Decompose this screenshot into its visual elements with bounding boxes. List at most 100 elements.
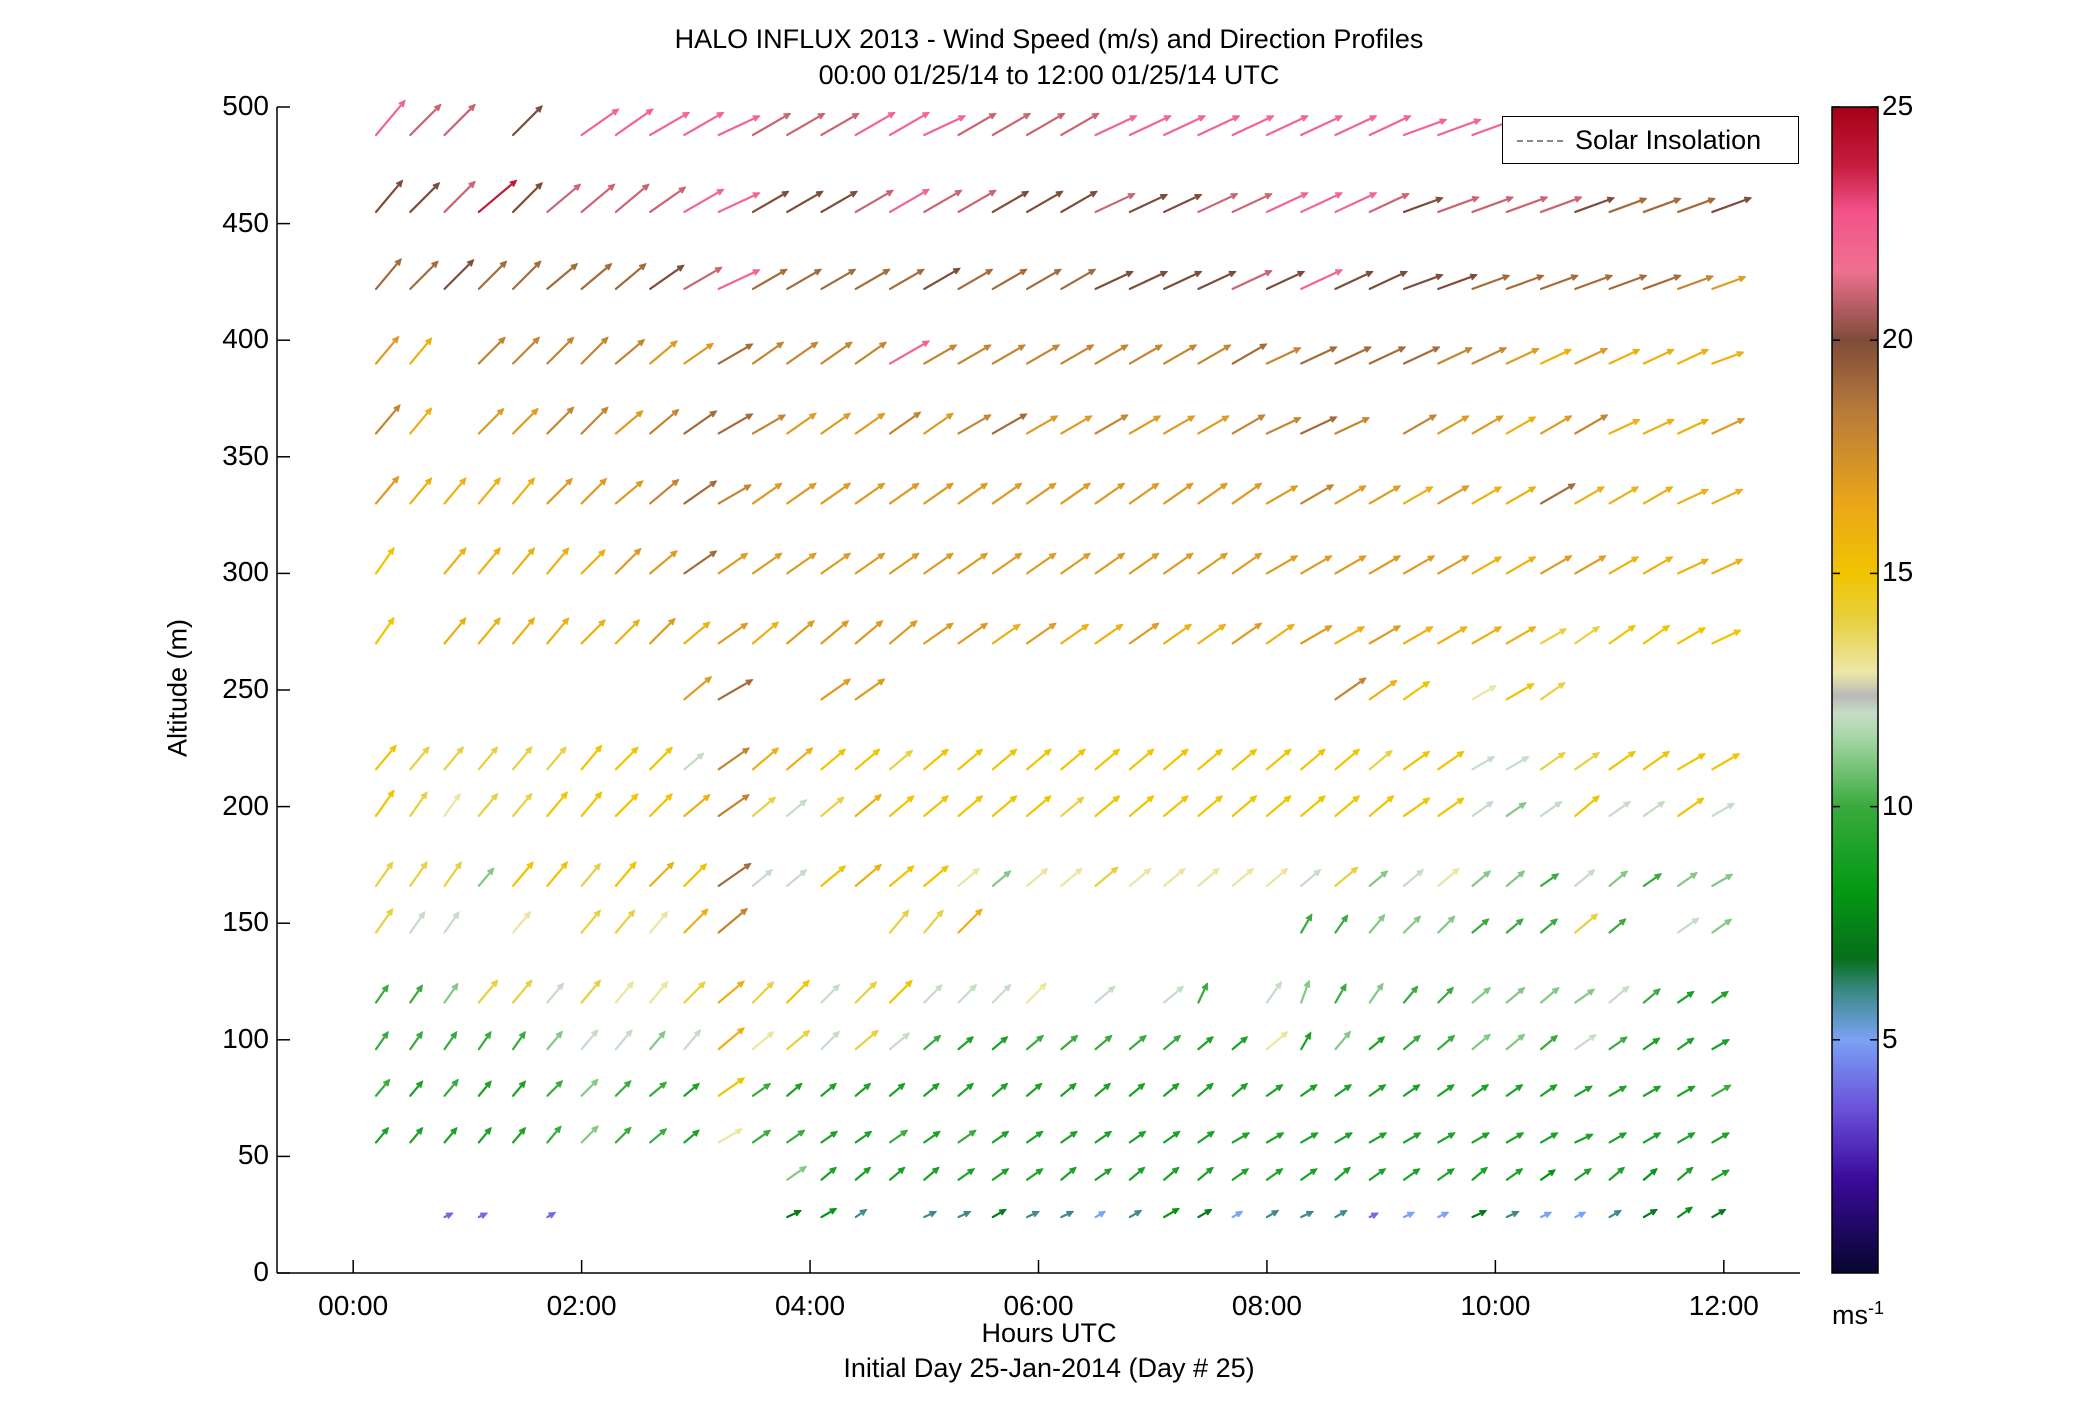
wind-arrow [854, 1029, 879, 1051]
wind-arrow [786, 799, 808, 818]
wind-arrow [409, 984, 424, 1004]
wind-arrow [1163, 748, 1189, 771]
wind-arrow [1197, 482, 1229, 505]
wind-arrow [751, 1030, 775, 1051]
wind-arrow [1402, 414, 1438, 435]
wind-arrow [1060, 623, 1090, 645]
wind-arrow [1677, 871, 1699, 887]
wind-arrow [751, 981, 775, 1004]
wind-arrow [1368, 193, 1410, 214]
wind-arrow [1574, 1133, 1594, 1144]
wind-arrow [1060, 796, 1085, 818]
wind-arrow [1505, 274, 1545, 290]
wind-arrow [511, 1030, 526, 1051]
wind-arrow [1711, 275, 1747, 290]
wind-arrow [443, 617, 467, 645]
wind-arrow [374, 546, 395, 575]
wind-arrow [1231, 1168, 1250, 1181]
wind-arrow [1608, 197, 1648, 214]
wind-arrow [649, 478, 680, 505]
wind-arrow [854, 1166, 872, 1181]
wind-arrow [443, 547, 467, 575]
wind-arrow [1128, 1209, 1143, 1219]
wind-arrow [1574, 1168, 1592, 1181]
wind-arrow [614, 861, 637, 887]
wind-arrow [614, 1080, 632, 1097]
wind-arrow [511, 1080, 527, 1097]
wind-arrow [614, 410, 644, 435]
wind-arrow [1060, 748, 1087, 771]
wind-arrow [580, 744, 603, 771]
wind-arrow [1677, 1206, 1694, 1219]
wind-arrow [751, 1082, 772, 1097]
wind-arrow [580, 336, 609, 365]
wind-arrow [1402, 1034, 1422, 1051]
wind-arrow [957, 1210, 972, 1219]
wind-arrow [1334, 914, 1349, 934]
wind-arrow [1402, 750, 1431, 771]
wind-arrow [1437, 986, 1455, 1004]
y-tick-label: 100 [222, 1022, 269, 1054]
wind-arrow [409, 1126, 424, 1144]
wind-arrow [1197, 795, 1224, 818]
wind-arrow [717, 1077, 746, 1097]
wind-arrow [1163, 482, 1194, 505]
wind-arrow [1539, 751, 1566, 771]
wind-arrow [374, 789, 395, 818]
wind-arrow [923, 1210, 938, 1219]
wind-arrow [820, 482, 852, 505]
colorbar-tick-label: 10 [1882, 789, 1914, 821]
x-tick-label: 02:00 [546, 1290, 617, 1321]
wind-arrow [1505, 195, 1549, 214]
wind-arrow [751, 414, 787, 435]
wind-arrow [1265, 270, 1306, 290]
wind-arrow [409, 1080, 424, 1097]
wind-arrow [477, 260, 508, 290]
wind-arrow [1163, 1034, 1182, 1051]
wind-arrow [1437, 867, 1460, 887]
wind-arrow [1437, 555, 1470, 575]
wind-arrow [991, 1130, 1010, 1144]
wind-arrow [1711, 350, 1745, 365]
wind-arrow [1094, 270, 1134, 290]
wind-arrow [957, 482, 989, 505]
wind-arrow [1163, 1082, 1180, 1097]
wind-arrow [1094, 985, 1116, 1004]
wind-arrow [1539, 918, 1559, 934]
wind-arrow [1128, 193, 1169, 214]
wind-arrow [443, 1212, 454, 1219]
wind-arrow [1677, 197, 1716, 214]
wind-arrow [923, 267, 961, 290]
wind-arrow [649, 550, 678, 575]
wind-arrow [751, 190, 790, 214]
wind-arrow [546, 861, 569, 887]
wind-arrow [443, 477, 467, 505]
wind-arrow [1608, 1085, 1628, 1097]
wind-arrow [1471, 870, 1492, 887]
wind-arrow [1265, 1030, 1289, 1051]
wind-arrow [1368, 346, 1407, 365]
wind-arrow [1300, 192, 1344, 214]
wind-arrow [1505, 870, 1526, 887]
wind-arrow [1505, 1168, 1524, 1181]
wind-arrow [1711, 196, 1753, 214]
wind-arrow [1642, 873, 1663, 887]
wind-arrow [683, 188, 725, 214]
wind-arrow [477, 1126, 492, 1144]
wind-arrow [511, 182, 544, 214]
wind-arrow [649, 186, 687, 214]
wind-arrow [580, 619, 606, 645]
chart-subtitle: 00:00 01/25/14 to 12:00 01/25/14 UTC [818, 60, 1280, 90]
wind-arrow [991, 413, 1028, 435]
wind-arrow [1197, 1208, 1213, 1219]
wind-arrow [614, 480, 644, 505]
wind-arrow [1574, 913, 1599, 934]
wind-arrow [580, 1028, 599, 1051]
wind-arrow [1608, 1132, 1628, 1144]
wind-arrow [1231, 1132, 1251, 1144]
wind-arrow [1197, 982, 1208, 1004]
wind-arrow [1711, 1084, 1732, 1097]
wind-arrow [1094, 1210, 1107, 1219]
wind-arrow [1197, 1166, 1214, 1181]
wind-arrow [1334, 192, 1378, 214]
